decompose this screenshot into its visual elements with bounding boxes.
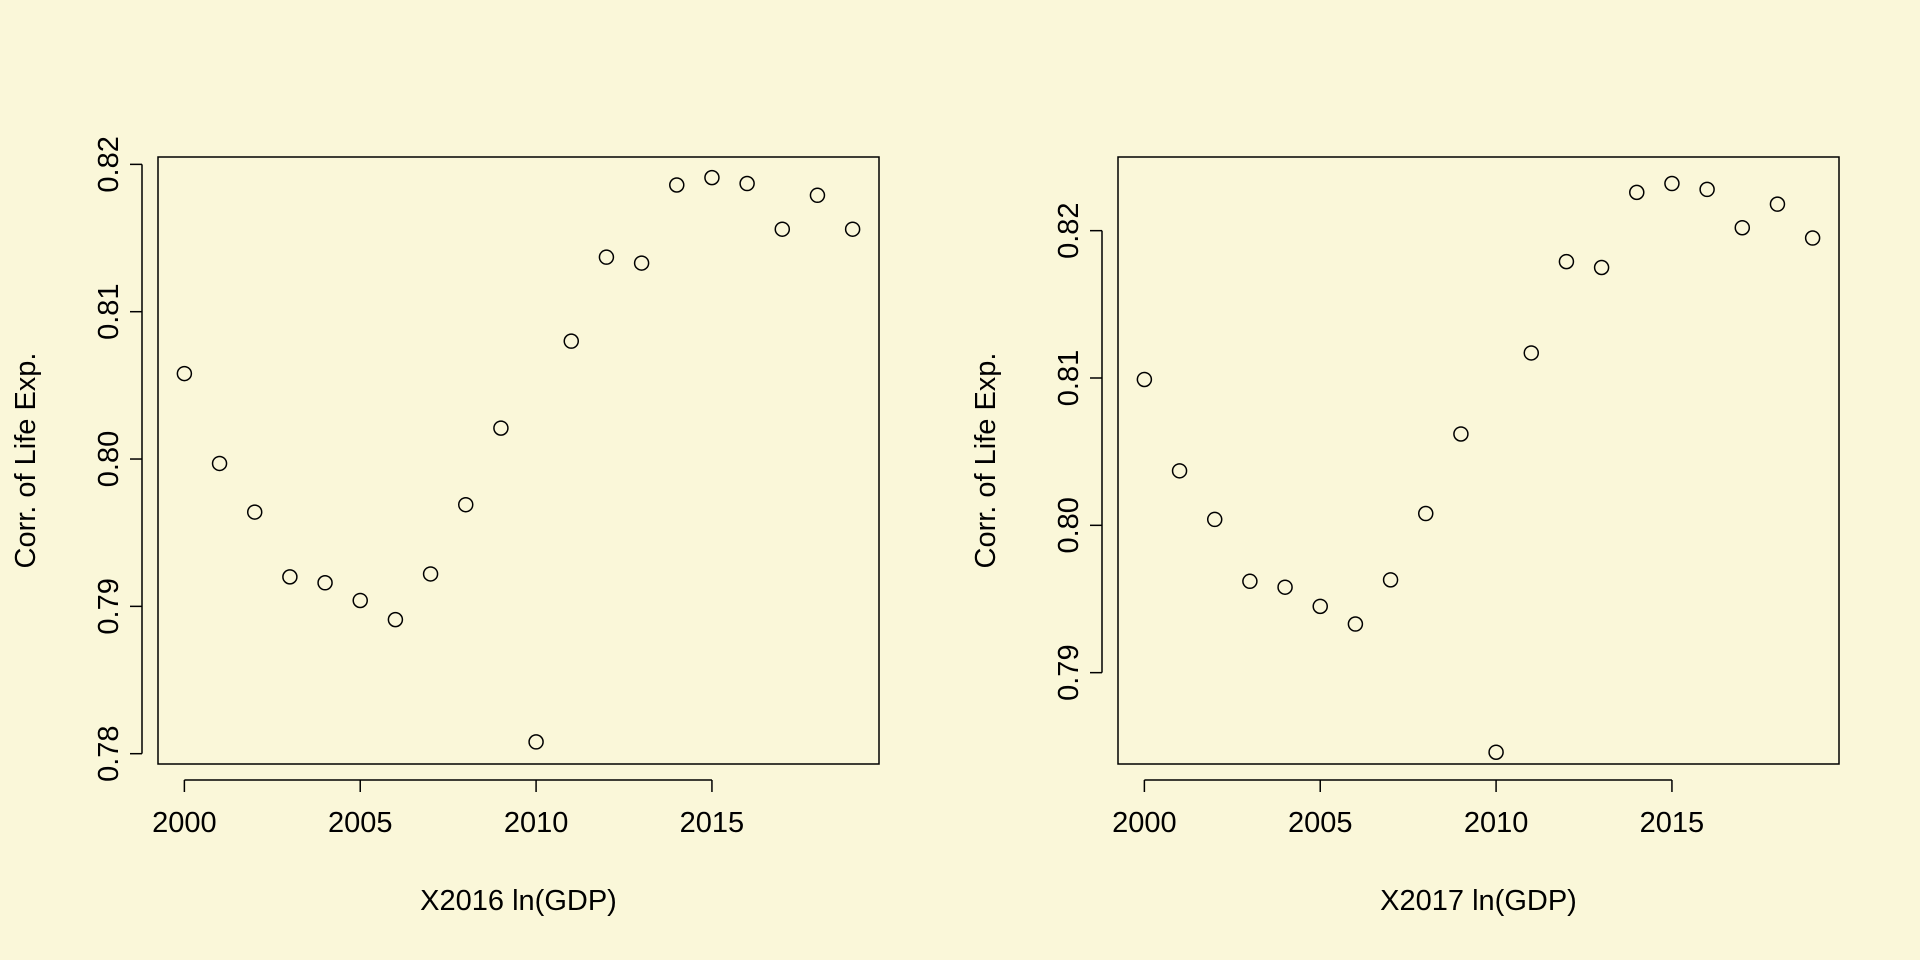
data-point [1593, 259, 1610, 276]
x-tick-label: 2005 [1288, 807, 1353, 839]
data-point [1488, 744, 1504, 760]
plot-frame [157, 156, 880, 765]
data-point [598, 249, 615, 265]
data-point [809, 187, 826, 204]
data-point [422, 566, 439, 582]
scatter-panel-1: 2000 2005 2010 2015 0.78 0.79 0.80 0.81 0.82 X201… [10, 136, 880, 917]
data-point [1417, 505, 1434, 522]
plot-frame [1117, 156, 1840, 765]
data-point [1699, 181, 1715, 198]
data-point [1242, 573, 1258, 590]
data-point [1558, 253, 1575, 270]
data-point [352, 592, 368, 609]
y-tick-label: 0.79 [1053, 644, 1085, 700]
y-tick-label: 0.82 [93, 136, 125, 192]
data-point [176, 365, 193, 382]
scatter-panel-2: 2000 2005 2010 2015 0.79 0.80 0.81 0.82 X2017 ln… [970, 156, 1840, 917]
data-point [457, 496, 474, 513]
data-point [1664, 175, 1680, 192]
data-point [246, 504, 263, 520]
data-point [633, 255, 650, 271]
data-point [1136, 371, 1153, 388]
y-tick-label: 0.80 [1053, 497, 1085, 553]
x-tick-label: 2015 [1640, 807, 1705, 839]
x-axis-title: X2017 ln(GDP) [1380, 885, 1577, 917]
data-point [1347, 616, 1364, 632]
x-tick-label: 2010 [504, 807, 569, 839]
x-tick-label: 2010 [1464, 807, 1529, 839]
data-point [1523, 345, 1540, 361]
data-point [669, 177, 685, 193]
y-tick-label: 0.81 [1053, 350, 1085, 406]
y-tick-label: 0.79 [93, 578, 125, 634]
data-point [211, 455, 228, 472]
y-tick-label: 0.81 [93, 283, 125, 339]
data-point [317, 575, 333, 591]
x-tick-label: 2000 [1112, 807, 1177, 839]
data-point [563, 333, 580, 349]
data-point [1171, 463, 1188, 479]
data-point [1277, 579, 1293, 595]
data-point [282, 569, 298, 585]
y-tick-label: 0.78 [93, 725, 125, 781]
data-point [1206, 511, 1223, 528]
x-tick-label: 2005 [328, 807, 393, 839]
data-point [528, 734, 544, 750]
data-point [1312, 598, 1328, 615]
data-point [1804, 230, 1821, 246]
data-point [704, 169, 720, 186]
x-axis-title: X2016 ln(GDP) [420, 885, 617, 917]
data-point [774, 221, 791, 237]
data-point [387, 611, 404, 628]
data-point [493, 420, 509, 436]
data-point [739, 175, 755, 192]
x-tick-label: 2015 [680, 807, 745, 839]
data-point [1453, 426, 1469, 442]
y-axis-title: Corr. of Life Exp. [10, 353, 42, 569]
data-point [1769, 196, 1786, 212]
data-point [1734, 219, 1751, 236]
y-axis-title: Corr. of Life Exp. [970, 353, 1002, 569]
data-point [1382, 572, 1399, 588]
data-point [844, 221, 861, 237]
x-tick-label: 2000 [152, 807, 217, 839]
y-tick-label: 0.82 [1053, 202, 1085, 258]
data-point [1629, 184, 1645, 201]
y-tick-label: 0.80 [93, 431, 125, 487]
